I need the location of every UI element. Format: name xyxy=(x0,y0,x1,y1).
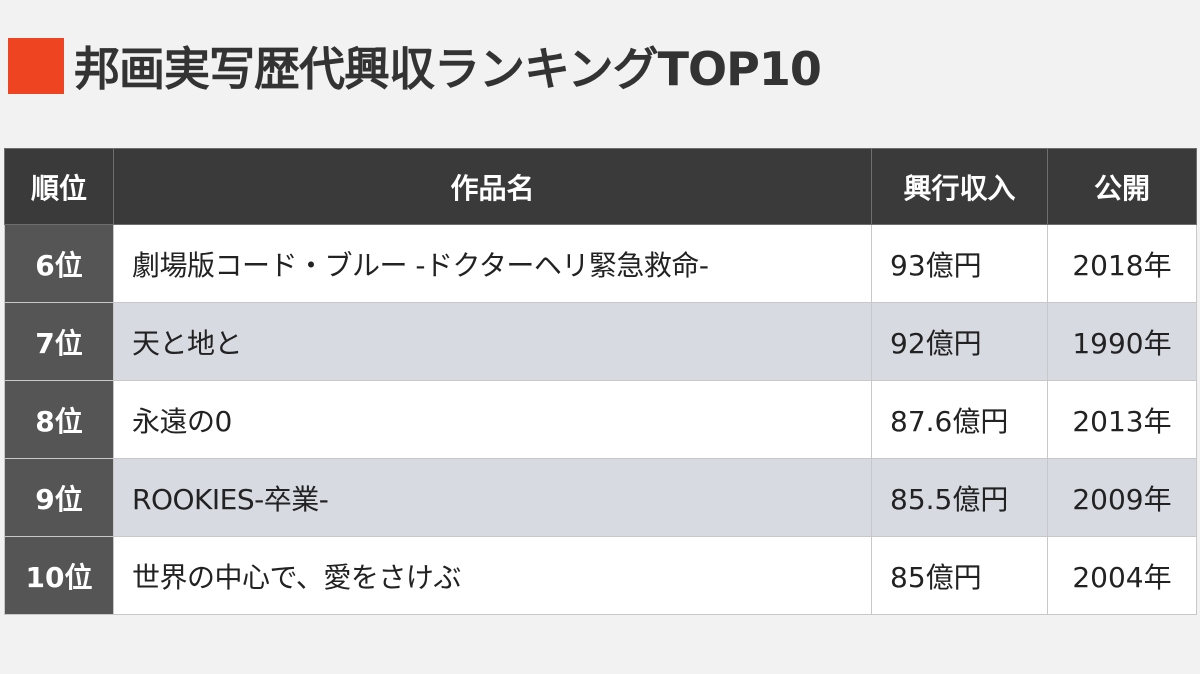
column-header-rank: 順位 xyxy=(4,148,114,225)
release-year-cell: 1990年 xyxy=(1047,302,1197,381)
ranking-table: 順位 作品名 興行収入 公開 6位 劇場版コード・ブルー -ドクターヘリ緊急救命… xyxy=(4,148,1197,615)
revenue-cell: 87.6億円 xyxy=(871,380,1048,459)
heading-accent-square xyxy=(8,38,64,94)
rank-cell: 8位 xyxy=(4,380,114,459)
column-header-revenue: 興行収入 xyxy=(871,148,1048,225)
column-header-title: 作品名 xyxy=(113,148,872,225)
table-row: 7位 天と地と 92億円 1990年 xyxy=(4,302,1197,381)
rank-cell: 10位 xyxy=(4,536,114,615)
column-header-release: 公開 xyxy=(1047,148,1197,225)
table-row: 6位 劇場版コード・ブルー -ドクターヘリ緊急救命- 93億円 2018年 xyxy=(4,224,1197,303)
rank-cell: 7位 xyxy=(4,302,114,381)
rank-cell: 9位 xyxy=(4,458,114,537)
revenue-cell: 92億円 xyxy=(871,302,1048,381)
page-title: 邦画実写歴代興収ランキングTOP10 xyxy=(74,42,822,96)
title-cell: ROOKIES-卒業- xyxy=(113,458,872,537)
release-year-cell: 2009年 xyxy=(1047,458,1197,537)
title-cell: 劇場版コード・ブルー -ドクターヘリ緊急救命- xyxy=(113,224,872,303)
release-year-cell: 2004年 xyxy=(1047,536,1197,615)
rank-cell: 6位 xyxy=(4,224,114,303)
table-row: 8位 永遠の0 87.6億円 2013年 xyxy=(4,380,1197,459)
table-row: 9位 ROOKIES-卒業- 85.5億円 2009年 xyxy=(4,458,1197,537)
page-heading: 邦画実写歴代興収ランキングTOP10 xyxy=(8,34,822,98)
title-cell: 永遠の0 xyxy=(113,380,872,459)
release-year-cell: 2013年 xyxy=(1047,380,1197,459)
table-header-row: 順位 作品名 興行収入 公開 xyxy=(4,148,1197,225)
revenue-cell: 85.5億円 xyxy=(871,458,1048,537)
table-row: 10位 世界の中心で、愛をさけぶ 85億円 2004年 xyxy=(4,536,1197,615)
revenue-cell: 85億円 xyxy=(871,536,1048,615)
revenue-cell: 93億円 xyxy=(871,224,1048,303)
release-year-cell: 2018年 xyxy=(1047,224,1197,303)
title-cell: 世界の中心で、愛をさけぶ xyxy=(113,536,872,615)
title-cell: 天と地と xyxy=(113,302,872,381)
